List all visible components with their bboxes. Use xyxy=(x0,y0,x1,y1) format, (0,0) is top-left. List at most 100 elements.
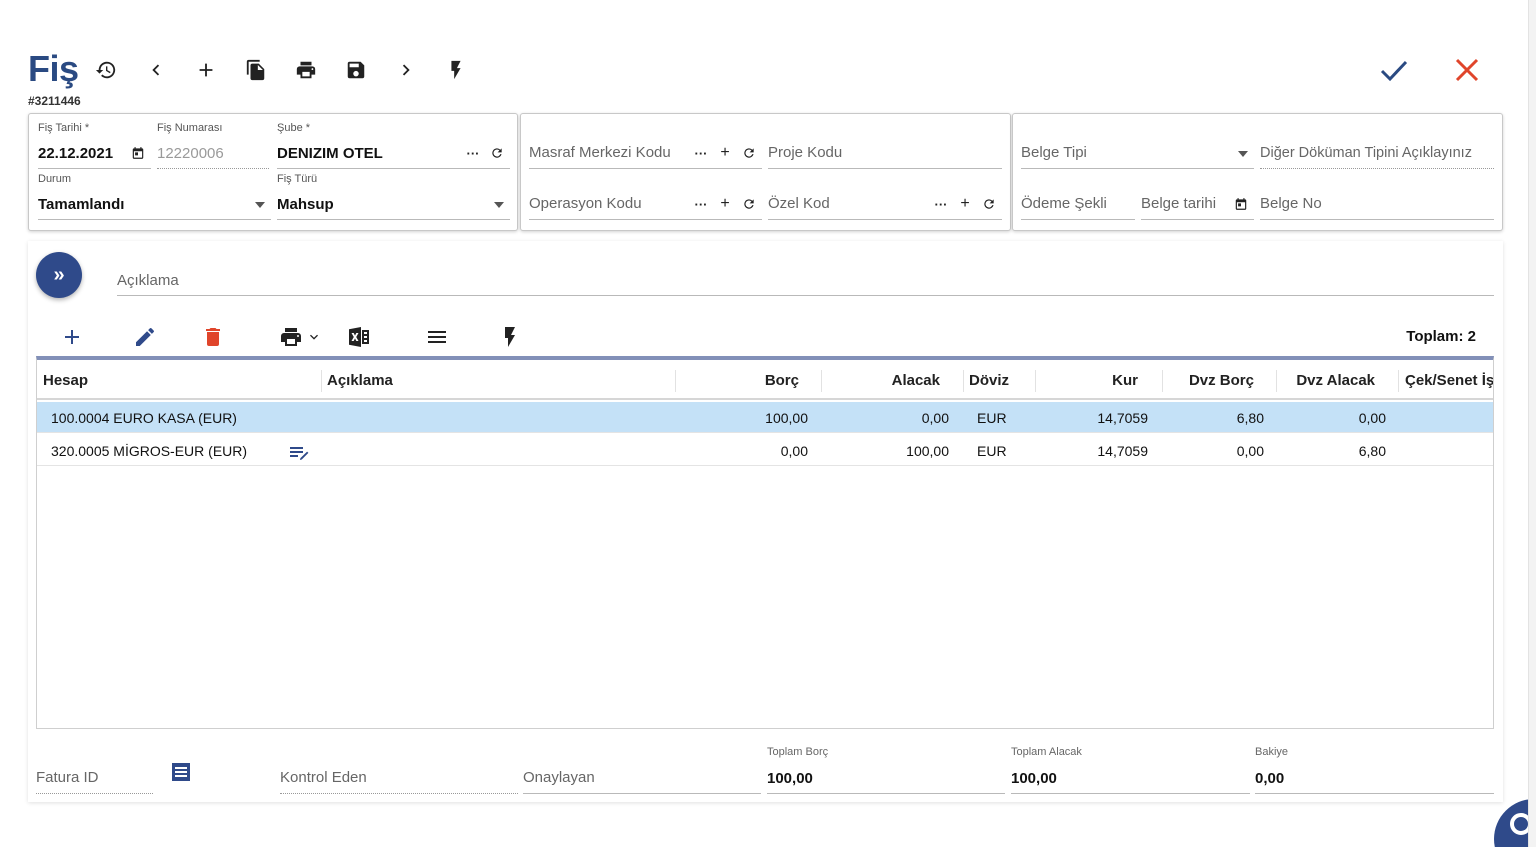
document-date-placeholder: Belge tarihi xyxy=(1141,195,1217,212)
column-header-fx-debit[interactable]: Dvz Borç xyxy=(1188,372,1254,389)
description-placeholder: Açıklama xyxy=(117,272,179,289)
document-no-placeholder: Belge No xyxy=(1260,195,1322,212)
document-type-select[interactable]: Belge Tipi xyxy=(1021,122,1254,169)
calendar-icon[interactable] xyxy=(131,146,145,160)
expand-button[interactable]: » xyxy=(36,252,82,298)
status-select[interactable]: Durum Tamamlandı xyxy=(38,173,271,220)
payment-method-field[interactable]: Ödeme Şekli xyxy=(1021,173,1135,220)
table-row[interactable]: 100.0004 EURO KASA (EUR) 100,00 0,00 EUR… xyxy=(37,402,1493,433)
other-doc-type-placeholder: Diğer Döküman Tipini Açıklayınız xyxy=(1260,145,1472,161)
refresh-icon[interactable] xyxy=(982,197,996,211)
cell-currency: EUR xyxy=(977,410,1007,426)
balance-field: Bakiye 0,00 xyxy=(1255,746,1494,794)
history-icon[interactable] xyxy=(94,58,118,82)
project-code-field[interactable]: Proje Kodu xyxy=(768,122,1002,169)
document-panel: Belge Tipi Diğer Döküman Tipini Açıklayı… xyxy=(1012,113,1503,231)
add-icon[interactable]: + xyxy=(960,195,970,212)
special-code-field[interactable]: Özel Kod ··· + xyxy=(768,173,1002,220)
voucher-number-field: Fiş Numarası 12220006 xyxy=(157,122,269,169)
cell-currency: EUR xyxy=(977,443,1007,459)
confirm-icon[interactable] xyxy=(1378,54,1410,86)
payment-method-placeholder: Ödeme Şekli xyxy=(1021,195,1107,212)
other-doc-type-field[interactable]: Diğer Döküman Tipini Açıklayınız xyxy=(1260,122,1494,169)
page-title: Fiş xyxy=(28,48,79,89)
chevron-down-icon[interactable] xyxy=(1238,151,1248,157)
delete-icon[interactable] xyxy=(200,324,226,350)
add-icon[interactable]: + xyxy=(720,195,730,212)
flash-icon[interactable] xyxy=(497,324,523,350)
approved-by-placeholder: Onaylayan xyxy=(523,769,595,786)
more-icon[interactable]: ··· xyxy=(694,145,708,161)
print-icon[interactable] xyxy=(294,58,318,82)
balance-value: 0,00 xyxy=(1255,770,1285,787)
invoice-id-field[interactable]: Fatura ID xyxy=(36,750,153,794)
calendar-icon[interactable] xyxy=(1234,197,1248,211)
chevron-down-icon[interactable] xyxy=(494,202,504,208)
codes-panel: Masraf Merkezi Kodu ··· + Proje Kodu Ope… xyxy=(520,113,1011,231)
next-icon[interactable] xyxy=(394,58,418,82)
column-header-fx-credit[interactable]: Dvz Alacak xyxy=(1296,372,1375,389)
table-row[interactable]: 320.0005 MİGROS-EUR (EUR) 0,00 100,00 EU… xyxy=(37,435,1493,466)
refresh-icon[interactable] xyxy=(490,146,504,160)
excel-icon[interactable] xyxy=(346,324,372,350)
operation-code-field[interactable]: Operasyon Kodu ··· + xyxy=(529,173,762,220)
column-header-description[interactable]: Açıklama xyxy=(327,372,393,389)
document-date-field[interactable]: Belge tarihi xyxy=(1141,173,1254,220)
cost-center-field[interactable]: Masraf Merkezi Kodu ··· + xyxy=(529,122,762,169)
voucher-date-label: Fiş Tarihi * xyxy=(38,122,90,134)
grid-header: Hesap Açıklama Borç Alacak Döviz Kur Dvz… xyxy=(37,360,1493,400)
controlled-by-field[interactable]: Kontrol Eden xyxy=(280,750,518,794)
description-field[interactable]: Açıklama xyxy=(117,268,1494,296)
column-header-account[interactable]: Hesap xyxy=(43,372,89,389)
invoice-list-icon[interactable] xyxy=(169,760,193,784)
refresh-icon[interactable] xyxy=(742,146,756,160)
record-id: #3211446 xyxy=(28,94,81,108)
flash-icon[interactable] xyxy=(444,58,468,82)
chevron-down-icon[interactable] xyxy=(255,202,265,208)
voucher-type-label: Fiş Türü xyxy=(277,173,318,185)
column-divider[interactable] xyxy=(1276,370,1277,392)
column-header-debit[interactable]: Borç xyxy=(764,372,799,389)
window-scrollbar[interactable] xyxy=(1528,0,1536,847)
more-icon[interactable]: ··· xyxy=(694,196,708,212)
add-icon[interactable] xyxy=(194,58,218,82)
add-icon[interactable]: + xyxy=(720,144,730,161)
voucher-date-field[interactable]: Fiş Tarihi * 22.12.2021 xyxy=(38,122,151,169)
more-icon[interactable]: ··· xyxy=(466,145,480,161)
total-count: Toplam: 2 xyxy=(1406,328,1476,345)
column-divider[interactable] xyxy=(1035,370,1036,392)
approved-by-field[interactable]: Onaylayan xyxy=(523,750,761,794)
invoice-id-placeholder: Fatura ID xyxy=(36,769,99,786)
close-icon[interactable] xyxy=(1451,54,1483,86)
voucher-number-value: 12220006 xyxy=(157,145,224,162)
column-divider[interactable] xyxy=(1162,370,1163,392)
more-icon[interactable]: ··· xyxy=(934,196,948,212)
column-header-rate[interactable]: Kur xyxy=(1112,372,1138,389)
edit-icon[interactable] xyxy=(132,324,158,350)
column-header-cheque[interactable]: Çek/Senet İş xyxy=(1405,372,1494,389)
previous-icon[interactable] xyxy=(144,58,168,82)
column-divider[interactable] xyxy=(1398,370,1399,392)
branch-field[interactable]: Şube * DENIZIM OTEL ··· xyxy=(277,122,510,169)
column-divider[interactable] xyxy=(963,370,964,392)
cell-credit: 0,00 xyxy=(921,410,949,426)
column-divider[interactable] xyxy=(321,370,322,392)
document-no-field[interactable]: Belge No xyxy=(1260,173,1494,220)
cell-account: 320.0005 MİGROS-EUR (EUR) xyxy=(51,443,248,459)
chevron-down-icon[interactable] xyxy=(306,324,322,350)
add-row-icon[interactable] xyxy=(59,324,85,350)
document-type-placeholder: Belge Tipi xyxy=(1021,144,1087,161)
notes-edit-icon[interactable] xyxy=(287,440,311,467)
column-divider[interactable] xyxy=(821,370,822,392)
save-icon[interactable] xyxy=(344,58,368,82)
refresh-icon[interactable] xyxy=(742,197,756,211)
menu-icon[interactable] xyxy=(424,324,450,350)
voucher-type-select[interactable]: Fiş Türü Mahsup xyxy=(277,173,510,220)
copy-icon[interactable] xyxy=(244,58,268,82)
print-icon[interactable] xyxy=(278,324,304,350)
cell-fx-debit: 0,00 xyxy=(1236,443,1264,459)
column-header-credit[interactable]: Alacak xyxy=(891,372,940,389)
column-divider[interactable] xyxy=(675,370,676,392)
column-header-currency[interactable]: Döviz xyxy=(969,372,1010,389)
